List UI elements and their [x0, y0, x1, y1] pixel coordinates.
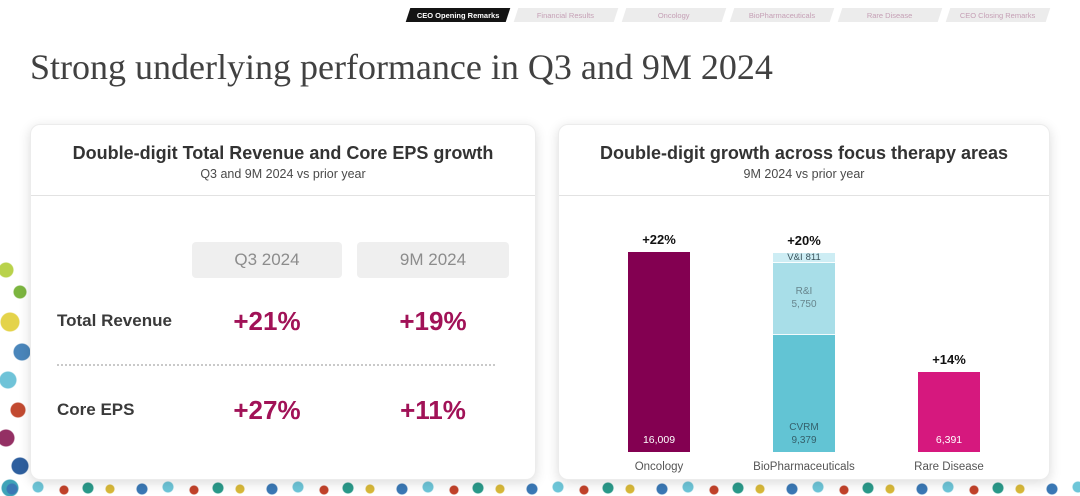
nav-tab-financial-results[interactable]: Financial Results — [513, 8, 619, 22]
total-revenue-9m-value: +19% — [399, 305, 467, 336]
nav-tab-rare-disease[interactable]: Rare Disease — [837, 8, 943, 22]
divider — [559, 195, 1049, 196]
total-revenue-q3-value: +21% — [233, 305, 301, 336]
segment-value-label: 811 — [805, 251, 821, 263]
nav-tab-label: BioPharmaceuticals — [748, 10, 816, 20]
slide-title: Strong underlying performance in Q3 and … — [30, 47, 773, 87]
section-nav: CEO Opening Remarks Financial Results On… — [405, 8, 1051, 22]
bar-segment-cvrm: CVRM 9,379 — [773, 335, 835, 452]
nav-tab-biopharmaceuticals[interactable]: BioPharmaceuticals — [729, 8, 835, 22]
growth-label-biopharmaceuticals: +20% — [787, 233, 821, 248]
divider — [31, 195, 535, 196]
growth-table: Q3 2024 9M 2024 Total Revenue +21% +19% … — [31, 242, 535, 454]
segment-value-label: 9,379 — [791, 434, 817, 446]
card-subtitle: Q3 and 9M 2024 vs prior year — [200, 167, 366, 181]
nav-tab-label: CEO Opening Remarks — [416, 10, 500, 20]
nav-tab-label: Rare Disease — [867, 10, 913, 20]
row-label-total-revenue: Total Revenue — [57, 311, 172, 330]
category-label-biopharmaceuticals: BioPharmaceuticals — [753, 461, 855, 473]
row-label-core-eps: Core EPS — [57, 400, 135, 419]
nav-tab-label: CEO Closing Remarks — [960, 10, 1036, 20]
decorative-left-image-strip — [0, 252, 30, 496]
bar-oncology: 16,009 — [628, 252, 690, 452]
bar-column-biopharmaceuticals: +20% CVRM 9,379 R&I 5,750 V&I 811 Bi — [734, 199, 874, 475]
segment-name-label: CVRM — [789, 422, 819, 433]
nav-tab-label: Financial Results — [537, 10, 595, 20]
segment-name-label: V&I — [787, 251, 803, 263]
card-title: Double-digit growth across focus therapy… — [599, 143, 1009, 163]
nav-tab-label: Oncology — [658, 10, 690, 20]
bar-biopharmaceuticals: CVRM 9,379 R&I 5,750 V&I 811 — [773, 251, 835, 452]
growth-label-rare-disease: +14% — [932, 352, 966, 367]
bar-segment-ri: R&I 5,750 — [773, 263, 835, 335]
bar-segment-vi: V&I 811 — [773, 251, 835, 263]
bar-segment-rare-disease: 6,391 — [918, 372, 980, 452]
dotted-divider — [57, 364, 495, 366]
bar-segment-oncology: 16,009 — [628, 252, 690, 452]
segment-value-label: 5,750 — [791, 298, 817, 310]
segment-name-label: R&I — [795, 286, 813, 297]
segment-value-label: 6,391 — [935, 433, 963, 446]
bar-rare-disease: 6,391 — [918, 372, 980, 452]
column-header-q3-2024: Q3 2024 — [192, 242, 342, 278]
nav-tab-ceo-closing-remarks[interactable]: CEO Closing Remarks — [945, 8, 1051, 22]
growth-label-oncology: +22% — [642, 232, 676, 247]
card-title: Double-digit Total Revenue and Core EPS … — [72, 143, 494, 163]
category-label-oncology: Oncology — [634, 461, 684, 473]
core-eps-q3-value: +27% — [233, 394, 301, 425]
therapy-areas-card: Double-digit growth across focus therapy… — [558, 124, 1050, 480]
nav-tab-oncology[interactable]: Oncology — [621, 8, 727, 22]
nav-tab-ceo-opening-remarks[interactable]: CEO Opening Remarks — [405, 8, 511, 22]
column-header-9m-2024: 9M 2024 — [357, 242, 509, 278]
stacked-bar-chart: +22% 16,009 Oncology +20% CVRM 9,379 R& — [589, 199, 1019, 475]
decorative-bottom-image-strip — [0, 481, 1080, 496]
core-eps-9m-value: +11% — [400, 394, 466, 425]
empty-cell — [57, 242, 177, 278]
revenue-eps-card: Double-digit Total Revenue and Core EPS … — [30, 124, 536, 480]
bar-column-oncology: +22% 16,009 Oncology — [589, 199, 729, 475]
card-subtitle: 9M 2024 vs prior year — [743, 167, 865, 181]
bar-column-rare-disease: +14% 6,391 Rare Disease — [879, 199, 1019, 475]
segment-value-label: 16,009 — [642, 433, 676, 446]
category-label-rare-disease: Rare Disease — [914, 461, 984, 473]
